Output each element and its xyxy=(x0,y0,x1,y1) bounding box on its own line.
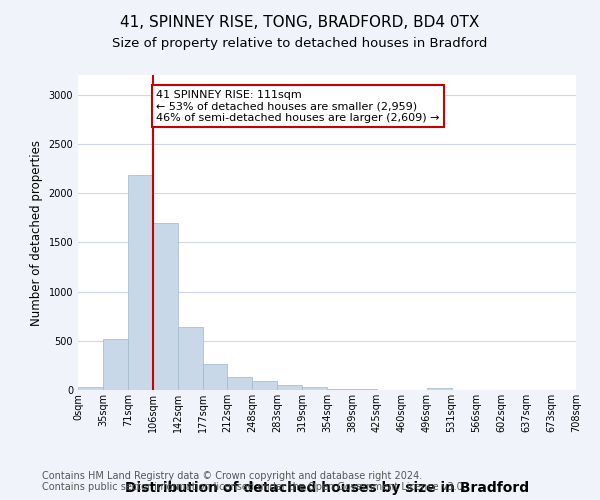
Bar xyxy=(327,388,352,390)
Bar xyxy=(427,388,452,390)
Bar xyxy=(227,376,253,390)
Text: 41 SPINNEY RISE: 111sqm
← 53% of detached houses are smaller (2,959)
46% of semi: 41 SPINNEY RISE: 111sqm ← 53% of detache… xyxy=(157,90,440,123)
Bar xyxy=(352,389,377,390)
Bar xyxy=(253,381,277,390)
Text: Contains HM Land Registry data © Crown copyright and database right 2024.
Contai: Contains HM Land Registry data © Crown c… xyxy=(42,471,466,492)
Bar xyxy=(78,387,103,390)
X-axis label: Distribution of detached houses by size in Bradford: Distribution of detached houses by size … xyxy=(125,481,529,495)
Bar xyxy=(203,364,227,390)
Bar xyxy=(302,387,327,390)
Text: 41, SPINNEY RISE, TONG, BRADFORD, BD4 0TX: 41, SPINNEY RISE, TONG, BRADFORD, BD4 0T… xyxy=(121,15,479,30)
Bar xyxy=(178,328,203,390)
Bar xyxy=(128,176,153,390)
Bar xyxy=(277,385,302,390)
Bar xyxy=(152,222,178,390)
Text: Size of property relative to detached houses in Bradford: Size of property relative to detached ho… xyxy=(112,38,488,51)
Y-axis label: Number of detached properties: Number of detached properties xyxy=(30,140,43,326)
Bar xyxy=(103,339,128,390)
